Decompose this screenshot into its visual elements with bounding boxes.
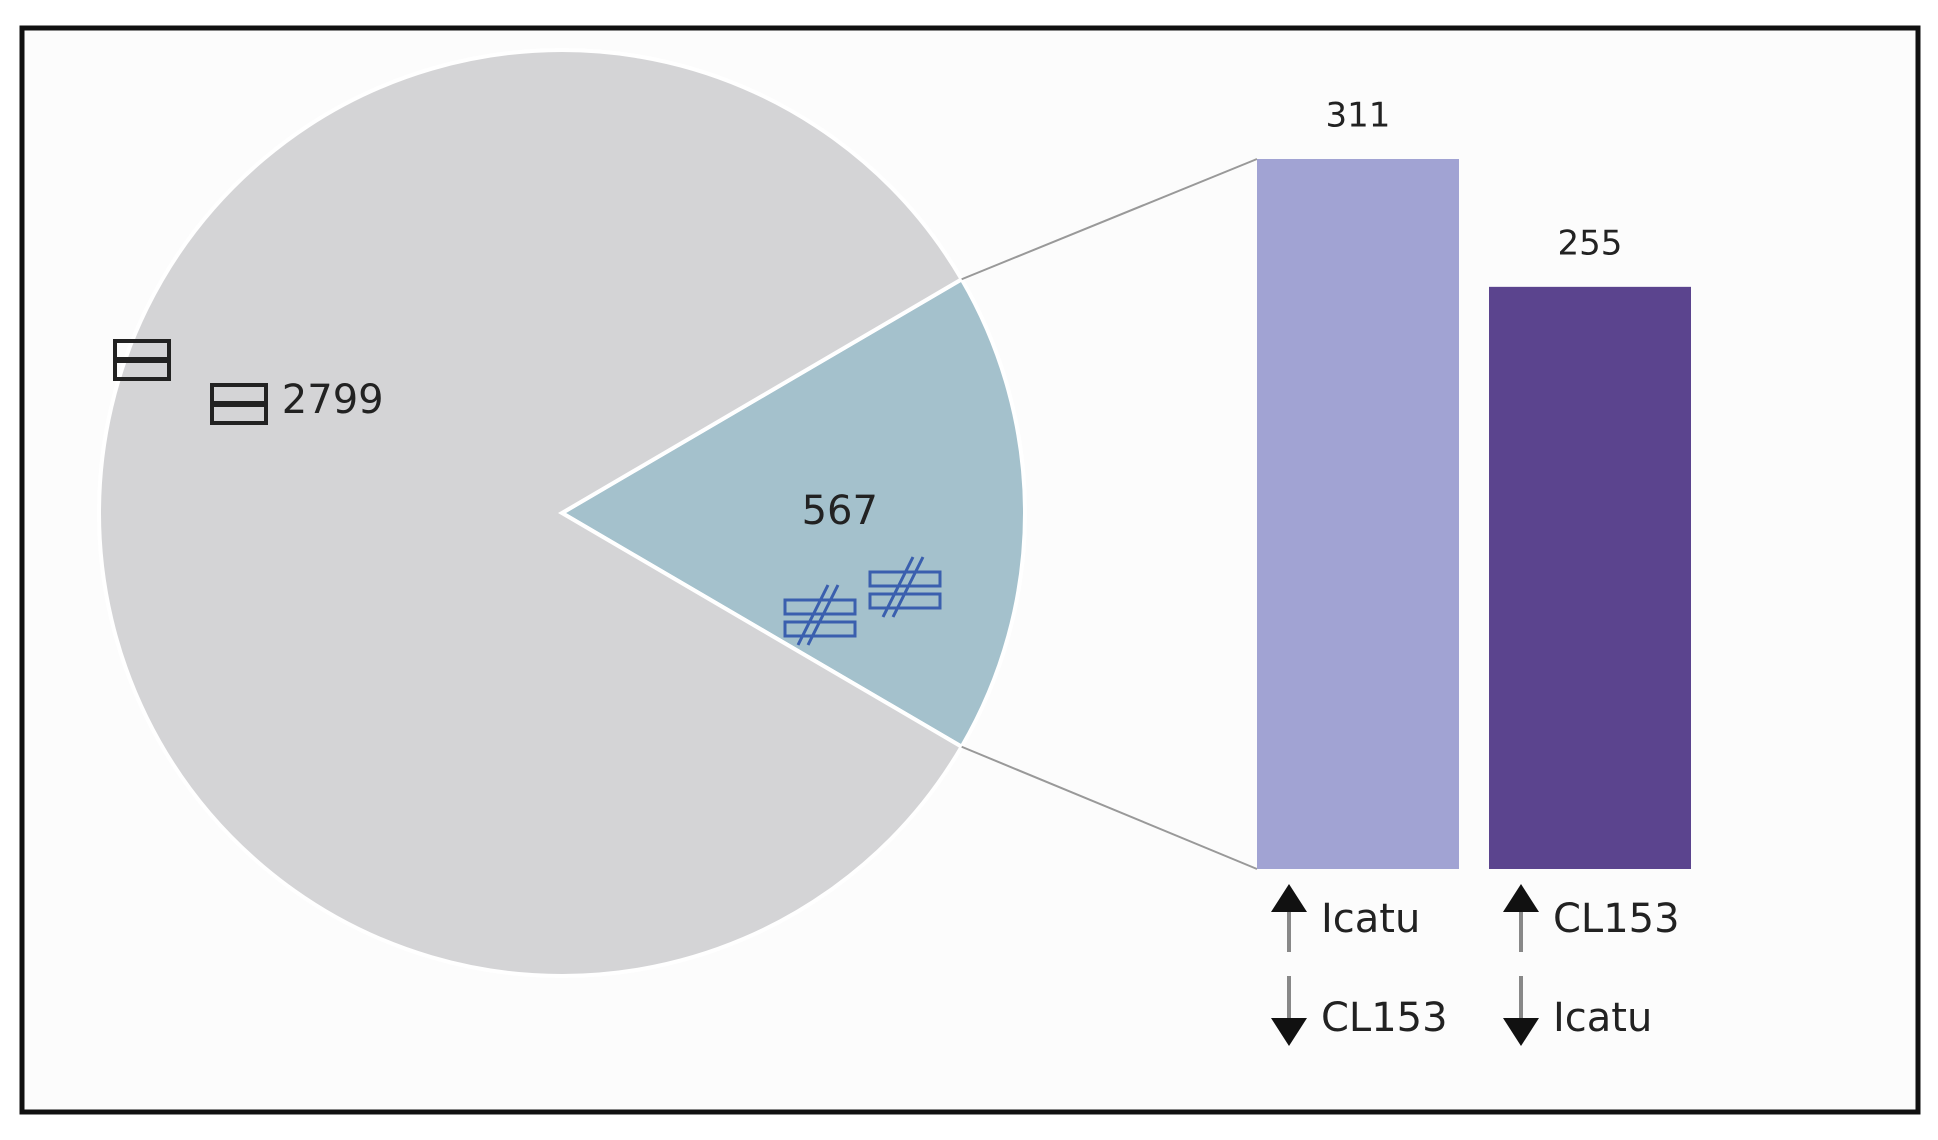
bar-value-label: 311 xyxy=(1326,96,1391,136)
arrow-up-head xyxy=(1503,884,1539,912)
arrow-up-head xyxy=(1271,884,1307,912)
equal-icons xyxy=(113,339,268,425)
pie-slice xyxy=(97,48,965,978)
icon-neq xyxy=(783,584,857,646)
connector xyxy=(961,158,1258,281)
pie-slice xyxy=(558,276,1027,750)
up-label: CL153 xyxy=(1553,896,1680,942)
up-label: Icatu xyxy=(1321,896,1420,942)
icon-box xyxy=(113,359,171,381)
icon-neq xyxy=(868,556,942,618)
marks: 567 2799 311 Icatu CL153 255 CL153 Icatu xyxy=(97,48,1691,1046)
arrow-down-head xyxy=(1271,1018,1307,1046)
not-equal-icons xyxy=(783,556,942,646)
slice-label: 567 xyxy=(802,488,878,534)
bar xyxy=(1489,286,1691,869)
bar-value-label: 255 xyxy=(1558,223,1623,263)
bar xyxy=(1257,159,1459,869)
slice-label: 2799 xyxy=(282,377,384,423)
icon-box xyxy=(210,403,268,425)
connector xyxy=(961,745,1258,870)
down-label: CL153 xyxy=(1321,995,1448,1041)
arrow-down-head xyxy=(1503,1018,1539,1046)
down-label: Icatu xyxy=(1553,995,1652,1041)
